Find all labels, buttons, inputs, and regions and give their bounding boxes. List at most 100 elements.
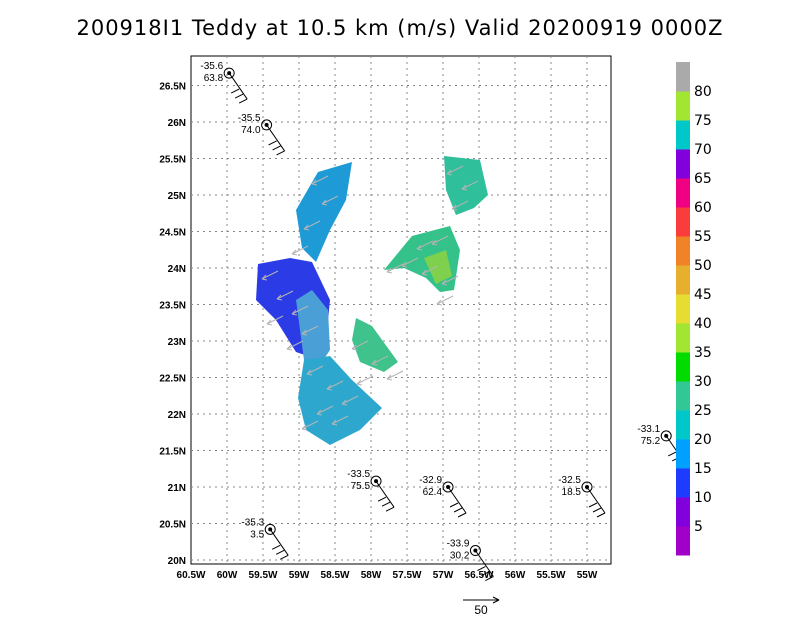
wind-barb-feathers [588, 502, 606, 518]
station-marker-outer [469, 545, 481, 557]
observation-station: -32.962.4 [419, 475, 467, 518]
wind-vector [261, 270, 279, 280]
wind-vector-head [451, 204, 458, 211]
wind-barb-feathers [477, 566, 494, 581]
colorbar-label: 70 [694, 142, 712, 158]
station-wind-speed: 62.4 [423, 487, 443, 498]
colorbar-label: 55 [694, 229, 712, 245]
lat-lon-grid [191, 56, 611, 564]
wind-vector [301, 325, 319, 335]
colorbar-segment [676, 62, 690, 92]
colorbar-segment [676, 439, 690, 469]
wind-vector-head [421, 269, 428, 276]
wind-vector-head [286, 344, 293, 351]
wind-vector [371, 355, 389, 365]
colorbar-label: 45 [694, 287, 712, 303]
lat-tick-label: 23N [168, 337, 186, 348]
wind-vector [286, 340, 304, 350]
wind-vector [446, 165, 464, 175]
wind-vector-head [301, 329, 308, 336]
colorbar-segment [676, 236, 690, 266]
station-wind-speed: 30.2 [450, 551, 470, 562]
wind-speed-region [296, 162, 352, 262]
station-wind-speed: 63.8 [204, 73, 224, 84]
wind-barb-feathers [377, 496, 395, 512]
wind-vector [341, 395, 359, 405]
colorbar-label: 5 [694, 519, 703, 535]
observation-station: -33.930.2 [447, 539, 494, 581]
lat-tick-label: 20N [168, 556, 186, 567]
wind-vector [276, 290, 294, 300]
wind-barb-staff [375, 480, 395, 508]
station-marker-outer [581, 481, 593, 493]
wind-barb-staff [269, 529, 289, 556]
lon-tick-label: 58.5W [321, 570, 350, 581]
station-temperature: -33.5 [347, 469, 370, 480]
wind-vector-head [326, 384, 333, 391]
wind-vector-head [301, 424, 308, 431]
wind-speed-region [352, 318, 398, 372]
colorbar-segment [676, 178, 690, 208]
colorbar-segment [676, 265, 690, 295]
station-wind-speed: 18.5 [562, 487, 582, 498]
wind-vector [386, 263, 404, 273]
wind-vector-head [291, 249, 298, 256]
station-marker-outer [223, 67, 235, 79]
reference-vector: 50 [463, 596, 500, 617]
colorbar-label: 25 [694, 403, 712, 419]
wind-vector-head [416, 244, 423, 251]
wind-barb-feathers [268, 140, 285, 156]
wind-vector [266, 315, 284, 325]
colorbar-label: 75 [694, 113, 712, 129]
wind-vectors [261, 165, 479, 431]
station-temperature: -32.5 [558, 475, 581, 486]
wind-vector [326, 380, 344, 390]
station-marker-outer [660, 430, 672, 442]
colorbar-segment [676, 526, 690, 556]
wind-vector-head [446, 169, 453, 176]
wind-vector-head [401, 261, 408, 268]
observation-station: -32.518.5 [558, 475, 606, 518]
wind-vector-head [386, 267, 393, 274]
wind-vector-head [306, 369, 313, 376]
station-temperature: -33.9 [447, 539, 470, 550]
observation-station: -35.574.0 [238, 113, 286, 156]
colorbar-segment [676, 323, 690, 353]
wind-barb-feathers [230, 88, 248, 104]
wind-vector [331, 415, 349, 425]
wind-vector-head [341, 399, 348, 406]
station-wind-speed: 75.2 [641, 436, 661, 447]
colorbar-label: 20 [694, 432, 712, 448]
station-temperature: -32.9 [419, 475, 442, 486]
wind-vector-head [431, 239, 438, 246]
colorbar-label: 80 [694, 84, 712, 100]
wind-barb-staff [447, 486, 467, 514]
colorbar-segment [676, 149, 690, 179]
lon-tick-label: 57.5W [393, 570, 422, 581]
station-marker-outer [442, 481, 454, 493]
reference-vector-label: 50 [474, 603, 488, 617]
wind-vector [306, 365, 324, 375]
wind-vector [356, 375, 374, 385]
wind-speed-region [296, 290, 330, 365]
colorbar-label: 40 [694, 316, 712, 332]
station-marker-outer [370, 475, 382, 487]
wind-barb-staff [474, 550, 494, 577]
station-marker-outer [261, 119, 273, 131]
wind-vector-head [311, 179, 318, 186]
colorbar-label: 50 [694, 258, 712, 274]
wind-vector [386, 370, 404, 380]
wind-speed-region [424, 250, 452, 284]
wind-vector-head [316, 409, 323, 416]
wind-vector [301, 420, 319, 430]
wind-vector-head [436, 299, 443, 306]
observation-station: -33.575.5 [347, 469, 395, 512]
station-wind-speed: 75.5 [351, 481, 371, 492]
station-wind-speed: 74.0 [241, 125, 261, 136]
wind-vector-head [441, 279, 448, 286]
wind-vector [316, 405, 334, 415]
station-temperature: -35.6 [200, 61, 223, 72]
observation-station: -35.33.5 [241, 517, 289, 560]
color-scale-bar: 5 10 15 20 25 30 35 40 45 50 55 60 65 70 75 80 [676, 62, 712, 556]
